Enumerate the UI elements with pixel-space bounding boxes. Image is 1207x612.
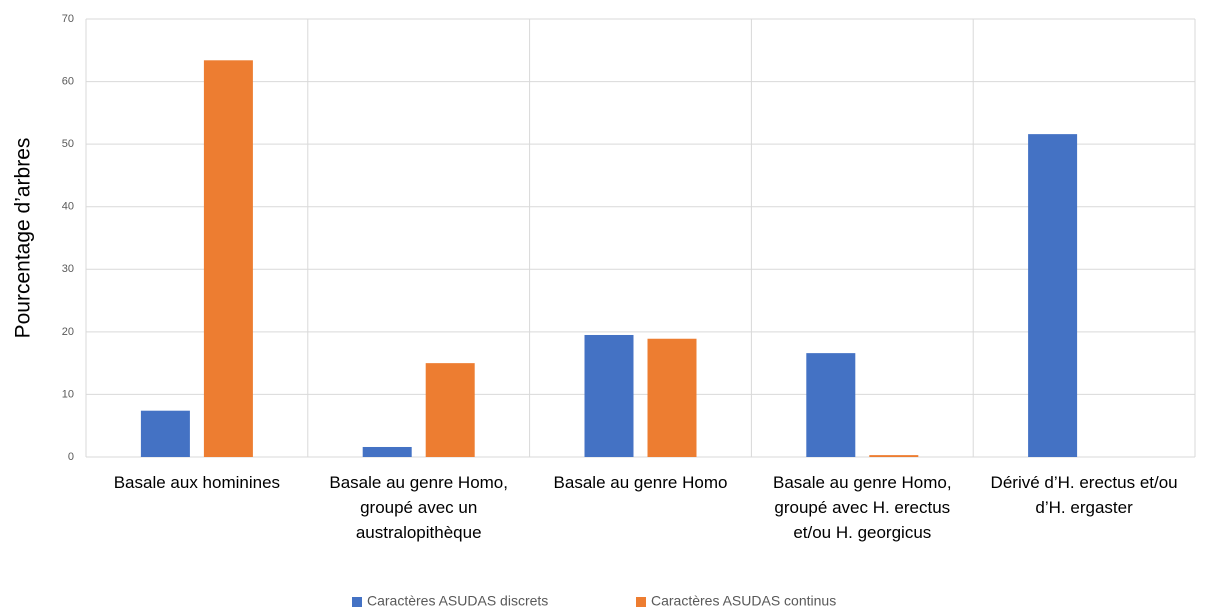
y-axis-title: Pourcentage d’arbres bbox=[12, 138, 35, 339]
legend-swatch bbox=[352, 597, 362, 607]
bar bbox=[869, 455, 919, 457]
y-tick-label: 30 bbox=[62, 263, 74, 275]
bar bbox=[140, 410, 190, 457]
y-tick-label: 10 bbox=[62, 388, 74, 400]
x-tick-label: Basale aux hominines bbox=[113, 473, 281, 492]
x-tick-label: Basale au genre Homo, groupé avec un aus… bbox=[329, 473, 508, 542]
y-tick-label: 60 bbox=[62, 75, 74, 87]
y-tick-label: 20 bbox=[62, 326, 74, 338]
bar bbox=[203, 60, 253, 457]
x-tick-label: Dérivé d’H. erectus et/ou d’H. ergaster bbox=[990, 473, 1178, 517]
legend-label: Caractères ASUDAS continus bbox=[651, 593, 836, 609]
y-tick-label: 50 bbox=[62, 138, 74, 150]
legend-swatch bbox=[636, 597, 646, 607]
bar bbox=[362, 446, 412, 457]
bar bbox=[806, 353, 856, 457]
legend-label: Caractères ASUDAS discrets bbox=[367, 593, 548, 609]
y-tick-label: 40 bbox=[62, 201, 74, 213]
x-tick-label: Basale au genre Homo, groupé avec H. ere… bbox=[772, 473, 952, 542]
y-tick-label: 70 bbox=[62, 13, 74, 25]
bar bbox=[647, 338, 697, 457]
bar bbox=[1028, 134, 1078, 458]
y-tick-label: 0 bbox=[68, 451, 74, 463]
bar bbox=[584, 334, 634, 457]
bar bbox=[425, 363, 475, 457]
x-tick-label: Basale au genre Homo bbox=[553, 473, 728, 492]
